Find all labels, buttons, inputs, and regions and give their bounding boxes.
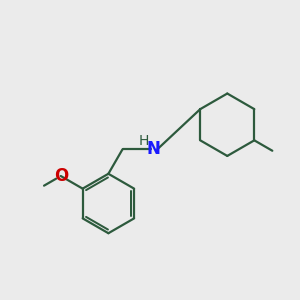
Text: O: O xyxy=(54,167,68,185)
Text: N: N xyxy=(146,140,160,158)
Text: H: H xyxy=(139,134,149,148)
